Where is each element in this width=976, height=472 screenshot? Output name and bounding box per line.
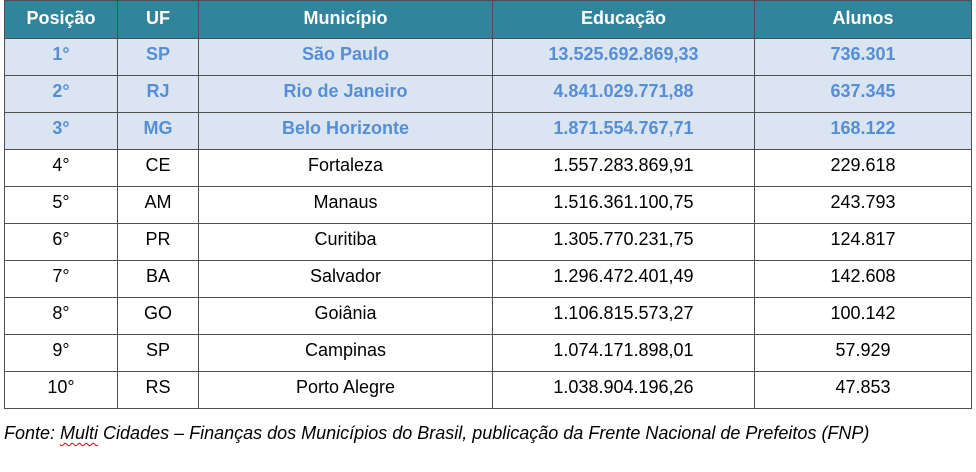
cell-students: 736.301 bbox=[754, 38, 972, 76]
cell-students: 47.853 bbox=[754, 371, 972, 409]
table-row: 6° PR Curitiba 1.305.770.231,75 124.817 bbox=[4, 223, 972, 261]
cell-municipality: Goiânia bbox=[198, 297, 493, 335]
source-note: Fonte: Multi Cidades – Finanças dos Muni… bbox=[4, 422, 972, 444]
cell-education: 1.557.283.869,91 bbox=[492, 149, 755, 187]
cell-education: 1.305.770.231,75 bbox=[492, 223, 755, 261]
source-text: Cidades – Finanças dos Municípios do Bra… bbox=[98, 423, 870, 443]
cell-education: 1.516.361.100,75 bbox=[492, 186, 755, 224]
cell-municipality: São Paulo bbox=[198, 38, 493, 76]
education-ranking-table: Posição UF Município Educação Alunos 1° S… bbox=[4, 0, 972, 409]
cell-uf: RS bbox=[117, 371, 199, 409]
cell-students: 124.817 bbox=[754, 223, 972, 261]
header-row: Posição UF Município Educação Alunos bbox=[4, 0, 972, 39]
cell-uf: CE bbox=[117, 149, 199, 187]
cell-uf: SP bbox=[117, 38, 199, 76]
header-municipality: Município bbox=[198, 0, 493, 39]
table-row: 7° BA Salvador 1.296.472.401,49 142.608 bbox=[4, 260, 972, 298]
source-spellcheck-word: Multi bbox=[60, 423, 99, 443]
cell-municipality: Fortaleza bbox=[198, 149, 493, 187]
header-position: Posição bbox=[4, 0, 118, 39]
cell-position: 1° bbox=[4, 38, 118, 76]
cell-education: 1.296.472.401,49 bbox=[492, 260, 755, 298]
cell-municipality: Porto Alegre bbox=[198, 371, 493, 409]
header-uf: UF bbox=[117, 0, 199, 39]
header-education: Educação bbox=[492, 0, 755, 39]
table-row: 5° AM Manaus 1.516.361.100,75 243.793 bbox=[4, 186, 972, 224]
cell-students: 168.122 bbox=[754, 112, 972, 150]
cell-students: 243.793 bbox=[754, 186, 972, 224]
cell-position: 5° bbox=[4, 186, 118, 224]
cell-uf: GO bbox=[117, 297, 199, 335]
cell-education: 1.106.815.573,27 bbox=[492, 297, 755, 335]
cell-position: 10° bbox=[4, 371, 118, 409]
table-row: 1° SP São Paulo 13.525.692.869,33 736.301 bbox=[4, 38, 972, 76]
cell-students: 637.345 bbox=[754, 75, 972, 113]
cell-position: 8° bbox=[4, 297, 118, 335]
cell-municipality: Rio de Janeiro bbox=[198, 75, 493, 113]
cell-municipality: Campinas bbox=[198, 334, 493, 372]
table-header: Posição UF Município Educação Alunos bbox=[4, 0, 972, 39]
cell-education: 1.038.904.196,26 bbox=[492, 371, 755, 409]
cell-uf: RJ bbox=[117, 75, 199, 113]
cell-education: 4.841.029.771,88 bbox=[492, 75, 755, 113]
cell-municipality: Belo Horizonte bbox=[198, 112, 493, 150]
cell-uf: MG bbox=[117, 112, 199, 150]
table-body: 1° SP São Paulo 13.525.692.869,33 736.301 2° R… bbox=[4, 38, 972, 409]
header-students: Alunos bbox=[754, 0, 972, 39]
cell-position: 3° bbox=[4, 112, 118, 150]
cell-education: 13.525.692.869,33 bbox=[492, 38, 755, 76]
cell-position: 4° bbox=[4, 149, 118, 187]
cell-position: 7° bbox=[4, 260, 118, 298]
cell-uf: AM bbox=[117, 186, 199, 224]
table-row: 8° GO Goiânia 1.106.815.573,27 100.142 bbox=[4, 297, 972, 335]
cell-students: 142.608 bbox=[754, 260, 972, 298]
cell-education: 1.074.171.898,01 bbox=[492, 334, 755, 372]
cell-students: 229.618 bbox=[754, 149, 972, 187]
cell-uf: SP bbox=[117, 334, 199, 372]
cell-municipality: Curitiba bbox=[198, 223, 493, 261]
cell-uf: PR bbox=[117, 223, 199, 261]
cell-education: 1.871.554.767,71 bbox=[492, 112, 755, 150]
table-row: 10° RS Porto Alegre 1.038.904.196,26 47.853 bbox=[4, 371, 972, 409]
table-row: 4° CE Fortaleza 1.557.283.869,91 229.618 bbox=[4, 149, 972, 187]
cell-students: 100.142 bbox=[754, 297, 972, 335]
table-row: 9° SP Campinas 1.074.171.898,01 57.929 bbox=[4, 334, 972, 372]
table-row: 2° RJ Rio de Janeiro 4.841.029.771,88 637.34… bbox=[4, 75, 972, 113]
cell-position: 9° bbox=[4, 334, 118, 372]
cell-municipality: Salvador bbox=[198, 260, 493, 298]
source-prefix: Fonte: bbox=[4, 423, 61, 443]
cell-position: 2° bbox=[4, 75, 118, 113]
table-row: 3° MG Belo Horizonte 1.871.554.767,71 168.12… bbox=[4, 112, 972, 150]
cell-position: 6° bbox=[4, 223, 118, 261]
cell-students: 57.929 bbox=[754, 334, 972, 372]
cell-municipality: Manaus bbox=[198, 186, 493, 224]
cell-uf: BA bbox=[117, 260, 199, 298]
